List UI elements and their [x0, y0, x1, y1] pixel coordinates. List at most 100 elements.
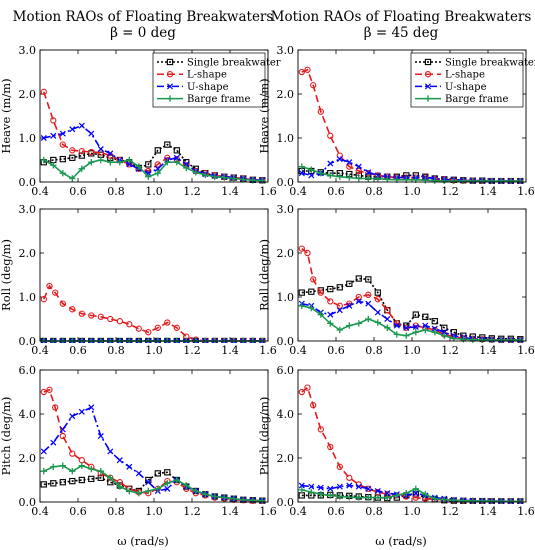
x-tick-label: 0.8 — [107, 505, 125, 518]
plot-frame — [297, 49, 527, 183]
data-point — [59, 130, 66, 137]
data-point — [50, 132, 57, 139]
data-point — [346, 493, 353, 501]
data-point — [78, 310, 85, 317]
data-point — [355, 167, 362, 175]
data-point — [393, 322, 400, 329]
data-point — [336, 463, 343, 470]
data-point — [298, 68, 305, 76]
data-point — [202, 171, 209, 179]
data-point — [346, 482, 353, 489]
data-point — [365, 300, 372, 307]
data-point — [107, 150, 114, 157]
data-point — [393, 331, 400, 338]
data-point — [230, 495, 237, 502]
data-point — [374, 175, 381, 182]
data-point — [507, 177, 514, 184]
data-point — [308, 166, 315, 173]
data-point — [211, 173, 218, 180]
data-point — [78, 476, 85, 484]
data-point — [202, 491, 209, 498]
data-point — [336, 152, 343, 159]
data-point — [355, 320, 362, 327]
data-point — [365, 315, 372, 323]
x-tick-label: 1.6 — [259, 185, 277, 198]
x-tick-label: 1.0 — [403, 505, 421, 518]
x-tick-label: 1.2 — [183, 505, 201, 518]
x-tick-label: 1.6 — [259, 505, 277, 518]
data-point — [517, 336, 524, 343]
x-tick-label: 1.6 — [517, 185, 535, 198]
x-tick-label: 1.4 — [221, 185, 239, 198]
data-point — [336, 493, 343, 500]
data-point — [327, 492, 334, 499]
legend-label: Barge frame — [445, 94, 509, 105]
data-point — [78, 148, 85, 155]
plot-frame — [39, 369, 269, 503]
y-tick-label: 0.0 — [19, 335, 37, 348]
data-point — [365, 175, 372, 182]
data-point — [310, 276, 317, 283]
data-point — [88, 130, 95, 137]
x-axis-label-left: ω (rad/s) — [117, 534, 169, 548]
column-subtitle-left: β = 0 deg — [110, 25, 176, 41]
y-tick-label: 2.0 — [19, 88, 37, 101]
data-point — [412, 323, 419, 330]
data-point — [298, 170, 305, 177]
data-point — [192, 169, 199, 176]
legend-label: U-shape — [187, 82, 229, 93]
data-point — [308, 304, 315, 312]
data-point — [69, 306, 76, 313]
data-point — [88, 312, 95, 319]
data-point — [154, 470, 161, 477]
data-point — [230, 175, 237, 182]
data-point — [327, 311, 334, 318]
data-point — [422, 313, 429, 320]
data-point — [488, 497, 495, 504]
data-point — [441, 332, 448, 339]
x-tick-label: 1.6 — [517, 344, 535, 357]
data-point — [88, 475, 95, 483]
data-point — [355, 275, 362, 282]
data-point — [154, 147, 161, 154]
data-point — [304, 249, 311, 257]
data-point — [298, 163, 305, 170]
x-tick-label: 1.0 — [145, 185, 163, 198]
data-point — [336, 326, 343, 334]
data-point — [97, 313, 104, 320]
y-tick-label: 1.0 — [19, 291, 37, 304]
x-tick-label: 1.2 — [441, 344, 459, 357]
data-point — [403, 324, 410, 331]
data-point — [88, 159, 95, 166]
data-point — [308, 288, 315, 295]
data-point — [145, 479, 152, 486]
x-tick-label: 0.6 — [327, 344, 345, 357]
series-line — [301, 158, 521, 182]
data-point — [384, 315, 391, 323]
data-point — [317, 170, 324, 177]
data-point — [317, 289, 324, 296]
data-point — [308, 172, 315, 179]
series-group — [298, 245, 524, 343]
data-point — [479, 177, 486, 184]
data-point — [164, 485, 171, 492]
data-point — [50, 162, 57, 169]
data-point — [173, 324, 180, 331]
y-tick-label: 3.0 — [277, 44, 295, 57]
plot-frame — [39, 208, 269, 342]
y-axis-label: Roll (deg/m) — [257, 239, 271, 311]
plot-frame — [39, 49, 269, 183]
data-point — [164, 159, 171, 166]
series-line — [43, 406, 263, 502]
data-point — [116, 457, 123, 464]
data-point — [310, 402, 317, 409]
data-point — [107, 159, 114, 166]
data-point — [346, 163, 353, 170]
data-point — [97, 156, 104, 164]
legend-label: L-shape — [187, 70, 227, 81]
y-tick-label: 0.0 — [19, 176, 37, 189]
data-point — [365, 276, 372, 283]
data-point — [173, 159, 180, 166]
